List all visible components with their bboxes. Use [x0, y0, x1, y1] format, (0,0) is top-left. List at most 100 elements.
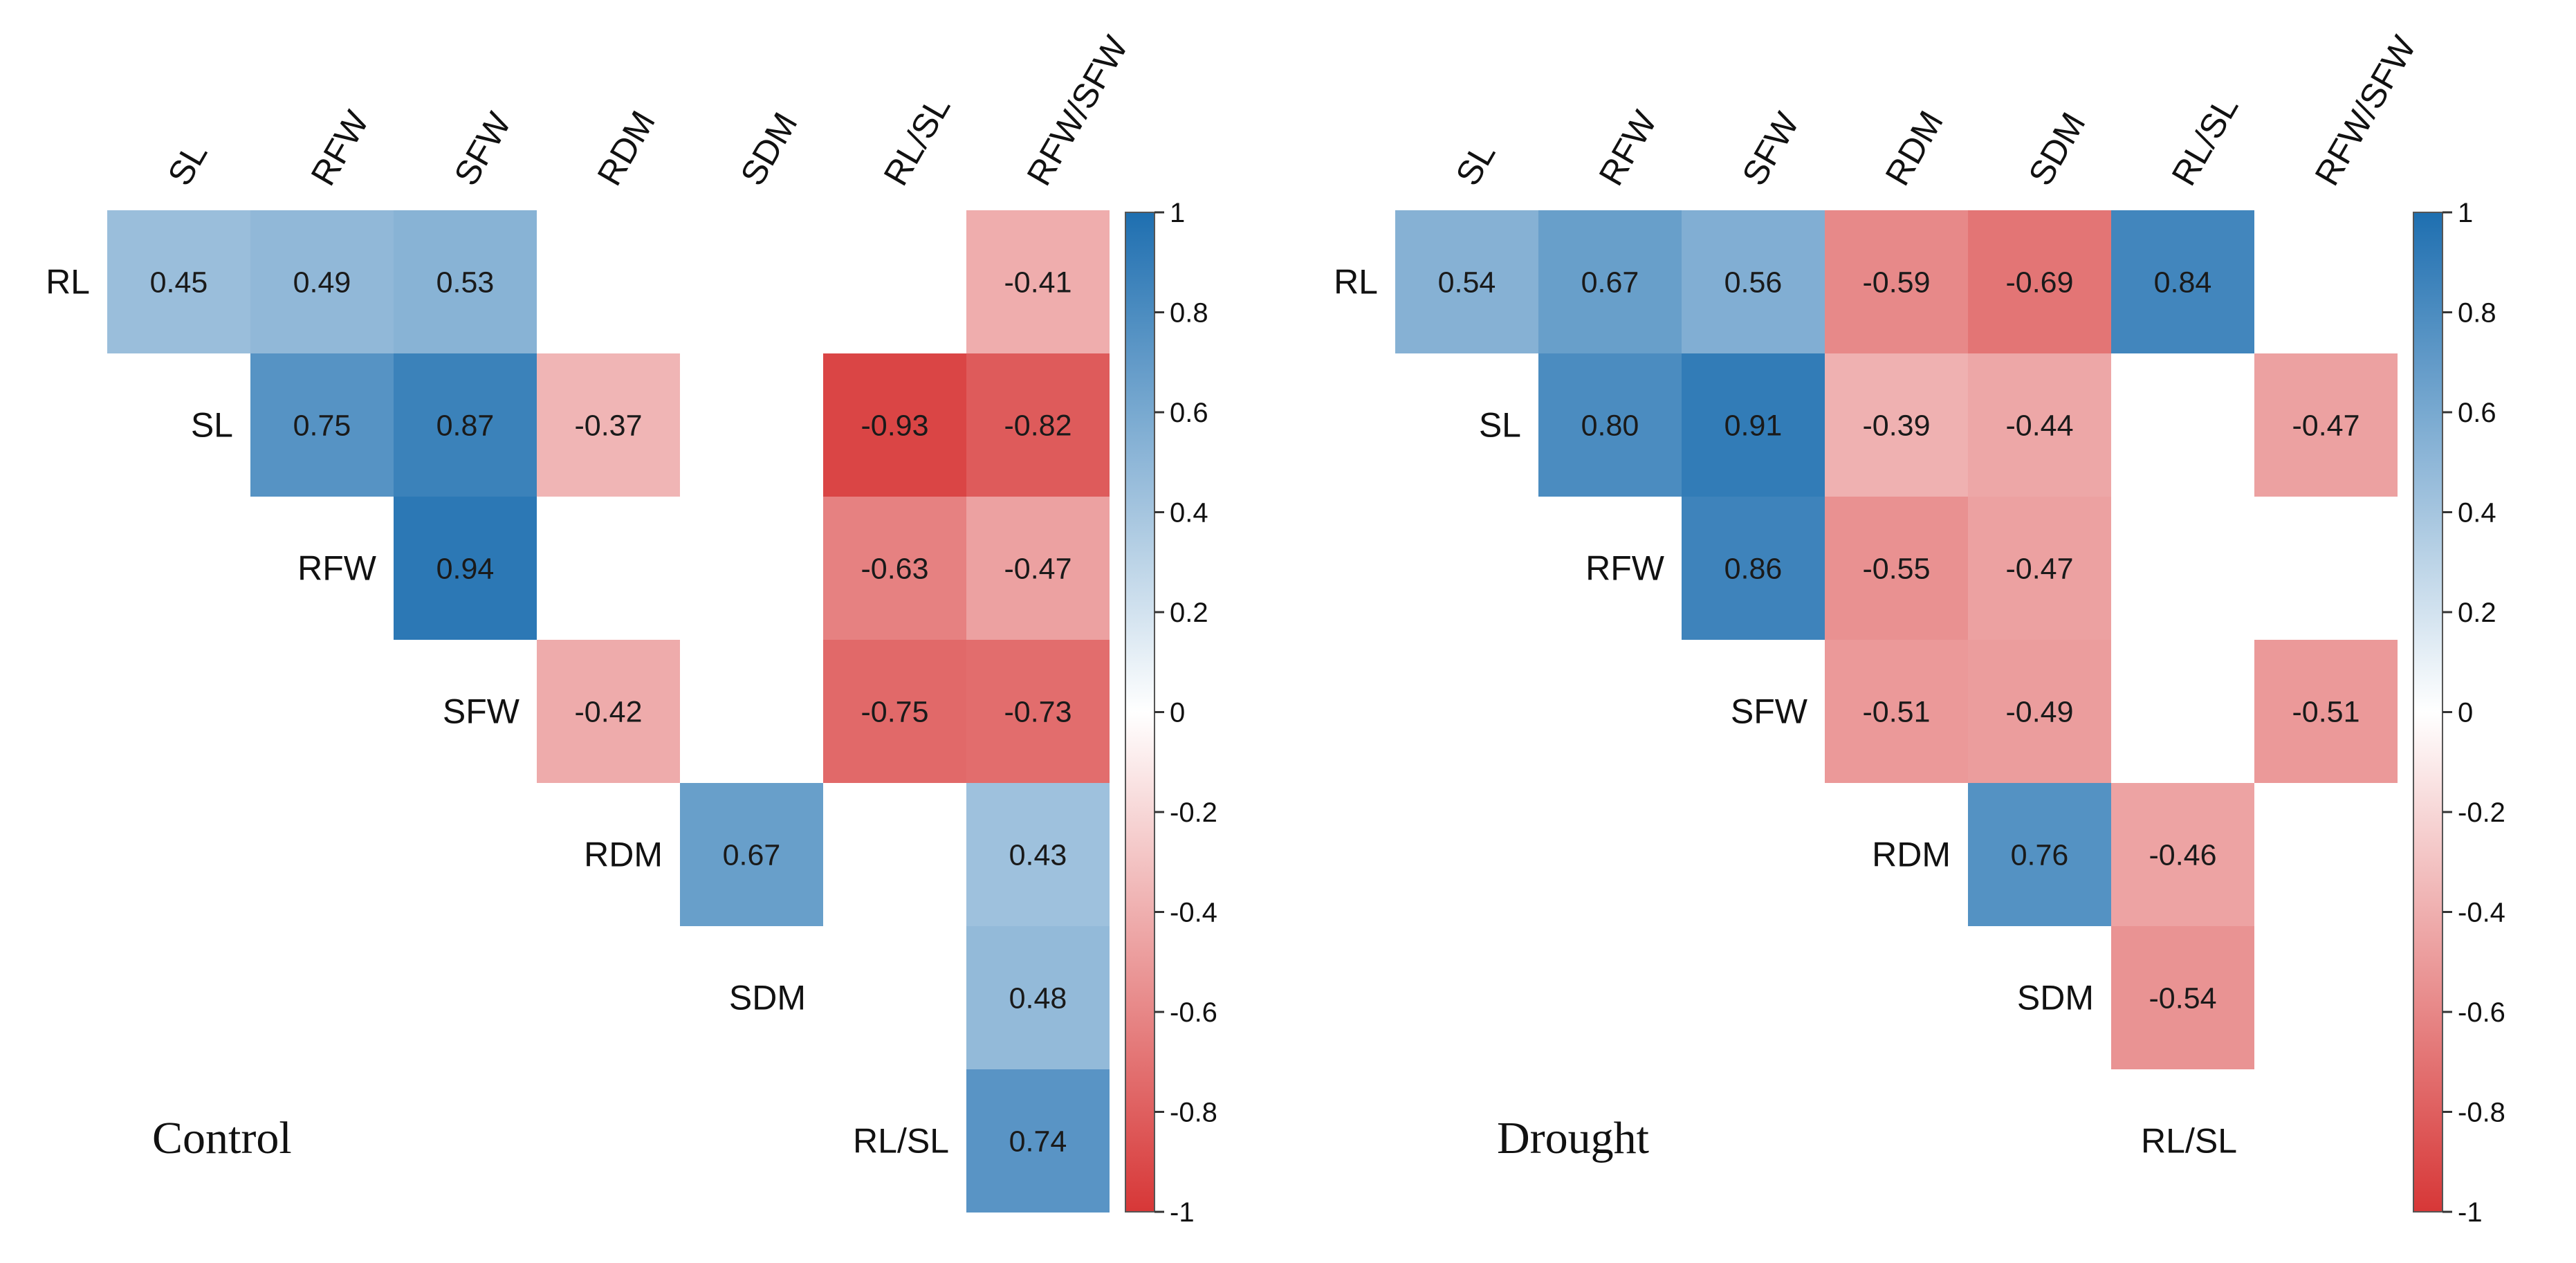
control-row-label: SL — [191, 406, 233, 445]
drought-cell: -0.51 — [2254, 640, 2398, 783]
drought-cell-value: -0.51 — [1862, 696, 1930, 729]
control-colorbar-tick-label: -0.6 — [1170, 997, 1217, 1028]
control-cell: -0.73 — [966, 640, 1110, 783]
drought-column-label: RFW — [1592, 104, 1665, 192]
drought-cell-rect — [1538, 210, 1682, 353]
drought-cell-rect — [1538, 353, 1682, 497]
drought-cell-value: 0.54 — [1438, 266, 1496, 299]
control-cell-rect — [537, 353, 680, 497]
drought-cell-value: 0.56 — [1724, 266, 1783, 299]
drought-cell-rect — [1395, 210, 1538, 353]
control-cell-rect — [966, 353, 1110, 497]
control-cell: -0.41 — [966, 210, 1110, 353]
control-cell-value: 0.48 — [1009, 982, 1067, 1015]
control-cell-value: -0.63 — [861, 553, 928, 586]
control-colorbar-tick-label: 0.2 — [1170, 598, 1208, 628]
control-cell: 0.49 — [250, 210, 394, 353]
control-cell-rect — [966, 1069, 1110, 1213]
control-heatmap-svg: 0.45 0.49 0.53 -0.410.75 0.87 -0.37 -0.93 -0.82… — [46, 29, 1217, 1228]
control-colorbar-tick-label: 0 — [1170, 698, 1185, 728]
drought-row-label: RL — [1334, 263, 1378, 302]
control-row-label: SFW — [443, 692, 520, 731]
control-cell-value: 0.87 — [436, 409, 495, 443]
drought-cell-value: -0.46 — [2149, 839, 2216, 872]
drought-cell-rect — [1825, 210, 1968, 353]
control-cell-rect — [823, 353, 966, 497]
drought-heatmap-svg: 0.54 0.67 0.56 -0.59 -0.69 0.840.80 0.91 -0.39-… — [1334, 29, 2505, 1228]
drought-cell-value: 0.76 — [2011, 839, 2069, 872]
control-cell-value: -0.82 — [1004, 409, 1071, 443]
control-colorbar-tick-label: 0.6 — [1170, 398, 1208, 428]
drought-colorbar — [2413, 212, 2443, 1213]
control-cell-rect — [250, 210, 394, 353]
control-cell: -0.37 — [537, 353, 680, 497]
drought-cell-value: -0.44 — [2005, 409, 2073, 443]
drought-row-label: SL — [1479, 406, 1521, 445]
control-cell-value: 0.53 — [436, 266, 495, 299]
control-row-label: SDM — [729, 979, 806, 1017]
drought-cell: -0.47 — [1968, 497, 2111, 640]
drought-colorbar-tick-label: -0.2 — [2458, 798, 2505, 828]
drought-cell-rect — [1825, 353, 1968, 497]
drought-cell-rect — [1825, 497, 1968, 640]
control-cell: 0.53 — [394, 210, 537, 353]
control-cell: 0.48 — [966, 926, 1110, 1069]
drought-cell: 0.56 — [1682, 210, 1825, 353]
control-cell-rect — [966, 210, 1110, 353]
drought-row-label: RL/SL — [2141, 1122, 2237, 1161]
drought-cell: 0.54 — [1395, 210, 1538, 353]
drought-cell-value: 0.91 — [1724, 409, 1783, 443]
control-cell-value: 0.45 — [150, 266, 208, 299]
drought-cell: -0.54 — [2111, 926, 2254, 1069]
control-cell: -0.47 — [966, 497, 1110, 640]
drought-column-label: RDM — [1878, 104, 1951, 192]
drought-cell: -0.44 — [1968, 353, 2111, 497]
drought-colorbar-tick-label: 1 — [2458, 198, 2473, 228]
control-column-label: SL — [160, 136, 215, 192]
drought-column-label: SL — [1448, 136, 1503, 192]
drought-colorbar-tick-label: 0 — [2458, 698, 2473, 728]
control-cell: -0.82 — [966, 353, 1110, 497]
drought-colorbar-tick-label: 0.4 — [2458, 498, 2496, 528]
drought-cell: -0.69 — [1968, 210, 2111, 353]
drought-column-label: RFW/SFW — [2308, 29, 2424, 192]
control-cell-rect — [966, 497, 1110, 640]
drought-cell-rect — [1682, 210, 1825, 353]
drought-cell-value: -0.69 — [2005, 266, 2073, 299]
drought-cell: 0.76 — [1968, 783, 2111, 926]
control-cell: -0.75 — [823, 640, 966, 783]
control-cell-rect — [823, 497, 966, 640]
drought-cell-value: -0.47 — [2005, 553, 2073, 586]
control-cell: -0.93 — [823, 353, 966, 497]
drought-cell-value: 0.80 — [1581, 409, 1639, 443]
drought-heatmap-panel: 0.54 0.67 0.56 -0.59 -0.69 0.84 0.80 0.91 -0.39-… — [1288, 0, 2576, 1263]
drought-cell: 0.67 — [1538, 210, 1682, 353]
control-cell: 0.74 — [966, 1069, 1110, 1213]
drought-cell-value: -0.51 — [2292, 696, 2359, 729]
drought-cell-value: -0.55 — [1862, 553, 1930, 586]
drought-cell-rect — [2111, 926, 2254, 1069]
drought-cell-value: 0.84 — [2154, 266, 2212, 299]
control-column-label: RL/SL — [876, 89, 958, 192]
drought-cell: 0.80 — [1538, 353, 1682, 497]
control-colorbar-tick-label: -0.2 — [1170, 798, 1217, 828]
drought-column-label: RL/SL — [2164, 89, 2246, 192]
drought-colorbar-tick-label: -0.8 — [2458, 1098, 2505, 1128]
drought-row-label: RDM — [1872, 836, 1951, 874]
control-column-label: RFW — [304, 104, 377, 192]
control-row-label: RDM — [584, 836, 663, 874]
control-colorbar-tick-label: 1 — [1170, 198, 1185, 228]
drought-cell-rect — [1968, 497, 2111, 640]
control-cell-value: -0.73 — [1004, 696, 1071, 729]
drought-column-label: SDM — [2021, 106, 2093, 192]
drought-cell: -0.59 — [1825, 210, 1968, 353]
control-cell-rect — [394, 497, 537, 640]
control-cell-value: 0.43 — [1009, 839, 1067, 872]
control-cell-rect — [823, 640, 966, 783]
control-row-label: RL/SL — [853, 1122, 949, 1161]
drought-cell-rect — [2111, 783, 2254, 926]
control-cell-rect — [537, 640, 680, 783]
control-column-label: SDM — [733, 106, 805, 192]
control-cell-value: -0.47 — [1004, 553, 1071, 586]
control-cell-value: -0.37 — [574, 409, 642, 443]
